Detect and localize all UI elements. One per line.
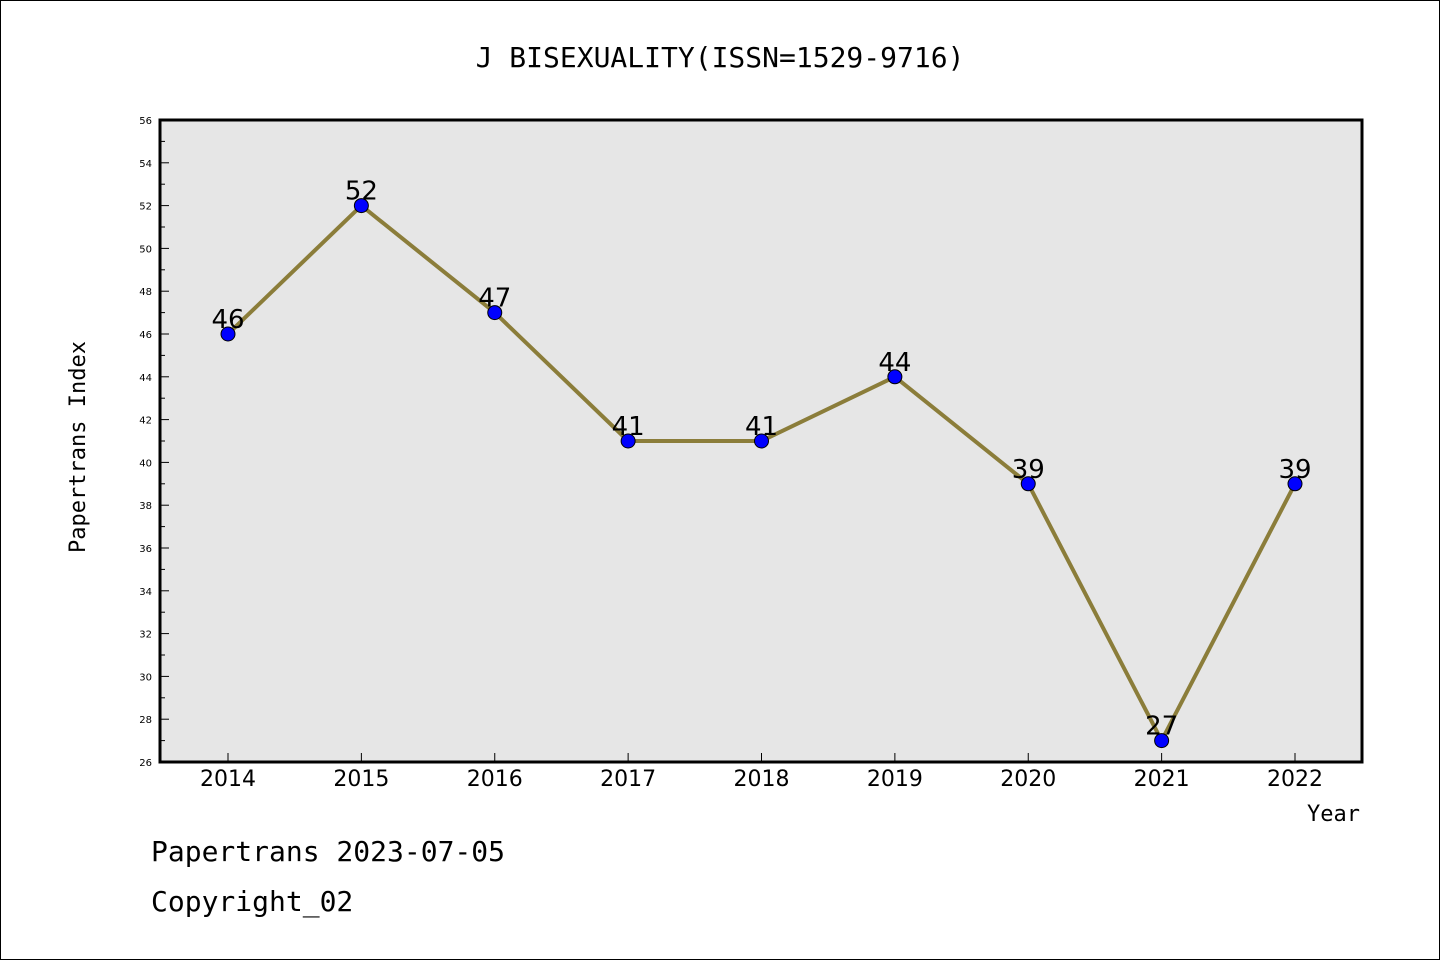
x-tick-label: 2018 <box>734 767 790 792</box>
footer-date: Papertrans 2023-07-05 <box>151 835 506 868</box>
y-tick-label: 38 <box>139 501 152 512</box>
data-label: 27 <box>1145 712 1178 742</box>
y-tick-label: 46 <box>139 330 152 341</box>
data-point <box>754 433 769 449</box>
x-tick-label: 2021 <box>1134 767 1190 792</box>
footer-copyright: Copyright_02 <box>151 885 354 918</box>
data-label: 39 <box>1012 455 1045 485</box>
data-point <box>1154 733 1170 749</box>
y-tick-label: 42 <box>139 416 152 427</box>
y-tick-label: 48 <box>139 287 152 298</box>
y-tick-label: 54 <box>139 159 152 170</box>
data-label: 41 <box>612 412 645 442</box>
y-tick-label: 34 <box>139 587 152 598</box>
data-point <box>1287 476 1303 492</box>
data-point <box>220 326 236 342</box>
data-point <box>353 198 369 214</box>
y-tick-label: 56 <box>139 116 152 127</box>
y-tick-label: 52 <box>139 202 152 213</box>
x-tick-label: 2019 <box>867 767 923 792</box>
series-group <box>220 198 1303 749</box>
y-tick-label: 26 <box>139 758 152 769</box>
x-axis-label: Year <box>1307 802 1360 827</box>
y-tick-label: 50 <box>139 244 152 255</box>
x-tick-label: 2014 <box>200 767 256 792</box>
data-label: 44 <box>878 348 911 378</box>
y-axis-label: Papertrans Index <box>66 341 91 553</box>
y-tick-label: 40 <box>139 458 152 469</box>
y-tick-label: 30 <box>139 672 152 683</box>
data-label: 41 <box>745 412 778 442</box>
data-label-group: 46 52 47 41 41 44 39 27 39 <box>211 177 1311 742</box>
data-point <box>1020 476 1036 492</box>
x-tick-label: 2020 <box>1000 767 1056 792</box>
y-axis: 26 28 30 32 34 36 38 40 42 44 46 48 50 52 54 56 <box>139 116 169 769</box>
x-tick-label: 2017 <box>600 767 656 792</box>
data-label: 39 <box>1278 455 1311 485</box>
y-tick-label: 36 <box>139 544 152 555</box>
data-point <box>487 305 503 321</box>
data-point <box>887 369 903 385</box>
x-axis: 2014 2015 2016 2017 2018 2019 2020 2021 2022 <box>200 753 1323 792</box>
data-label: 47 <box>478 284 511 314</box>
data-point <box>620 433 636 449</box>
x-tick-label: 2016 <box>467 767 523 792</box>
y-tick-label: 32 <box>139 630 152 641</box>
y-tick-label: 44 <box>139 373 152 384</box>
chart-title: J BISEXUALITY(ISSN=1529-9716) <box>476 41 965 74</box>
data-label: 52 <box>345 177 378 207</box>
x-tick-label: 2022 <box>1267 767 1323 792</box>
y-tick-label: 28 <box>139 715 152 726</box>
x-tick-label: 2015 <box>333 767 389 792</box>
data-label: 46 <box>211 305 244 335</box>
